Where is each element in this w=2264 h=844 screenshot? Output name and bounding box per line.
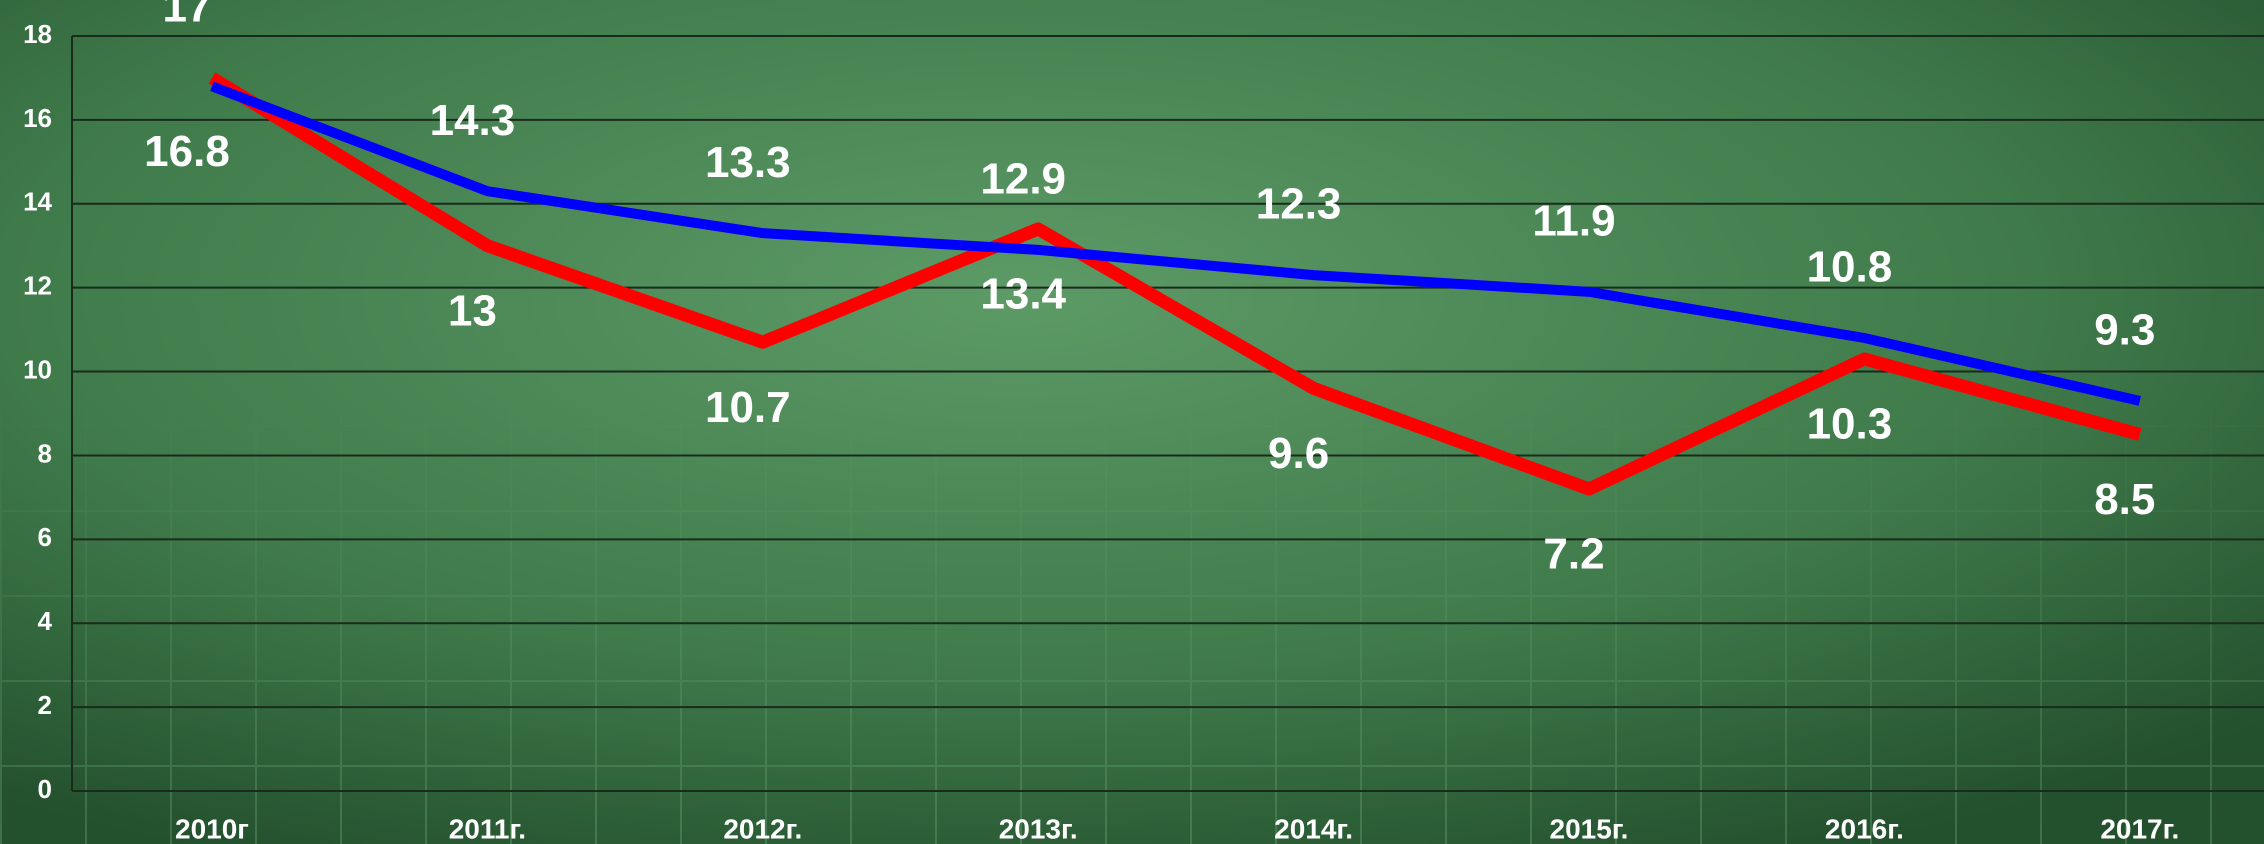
x-tick-label: 2011г. [449, 813, 526, 844]
data-label: 7.2 [1543, 530, 1604, 579]
data-label: 10.3 [1807, 400, 1893, 449]
data-label: 12.9 [980, 155, 1066, 204]
data-label: 17 [163, 0, 212, 32]
y-tick-label: 16 [23, 103, 52, 133]
x-tick-label: 2013г. [999, 813, 1078, 844]
data-label: 11.9 [1532, 196, 1615, 245]
data-label: 10.7 [705, 383, 791, 432]
data-label: 12.3 [1256, 180, 1342, 229]
y-tick-label: 10 [23, 354, 52, 384]
y-tick-label: 18 [23, 19, 52, 49]
y-tick-label: 4 [38, 606, 53, 636]
x-tick-label: 2012г. [723, 813, 802, 844]
x-tick-label: 2010г [175, 813, 249, 844]
data-label: 16.8 [144, 127, 230, 176]
data-label: 13.4 [980, 270, 1066, 319]
y-tick-label: 2 [38, 690, 52, 720]
y-tick-label: 0 [38, 774, 52, 804]
x-tick-label: 2015г. [1550, 813, 1629, 844]
x-tick-label: 2017г. [2100, 813, 2179, 844]
data-line [210, 81, 2141, 406]
data-label: 13 [448, 286, 497, 335]
y-tick-label: 8 [38, 438, 52, 468]
data-label: 8.5 [2094, 475, 2155, 524]
data-label: 13.3 [705, 138, 791, 187]
data-label: 9.6 [1268, 429, 1329, 478]
x-tick-label: 2016г. [1825, 813, 1904, 844]
data-label: 9.3 [2094, 306, 2155, 355]
y-tick-label: 12 [23, 271, 52, 301]
data-line [208, 72, 2142, 496]
data-label: 14.3 [430, 96, 516, 145]
x-tick-label: 2014г. [1274, 813, 1353, 844]
data-label: 10.8 [1807, 243, 1893, 292]
y-tick-label: 6 [38, 522, 52, 552]
y-tick-label: 14 [23, 187, 52, 217]
